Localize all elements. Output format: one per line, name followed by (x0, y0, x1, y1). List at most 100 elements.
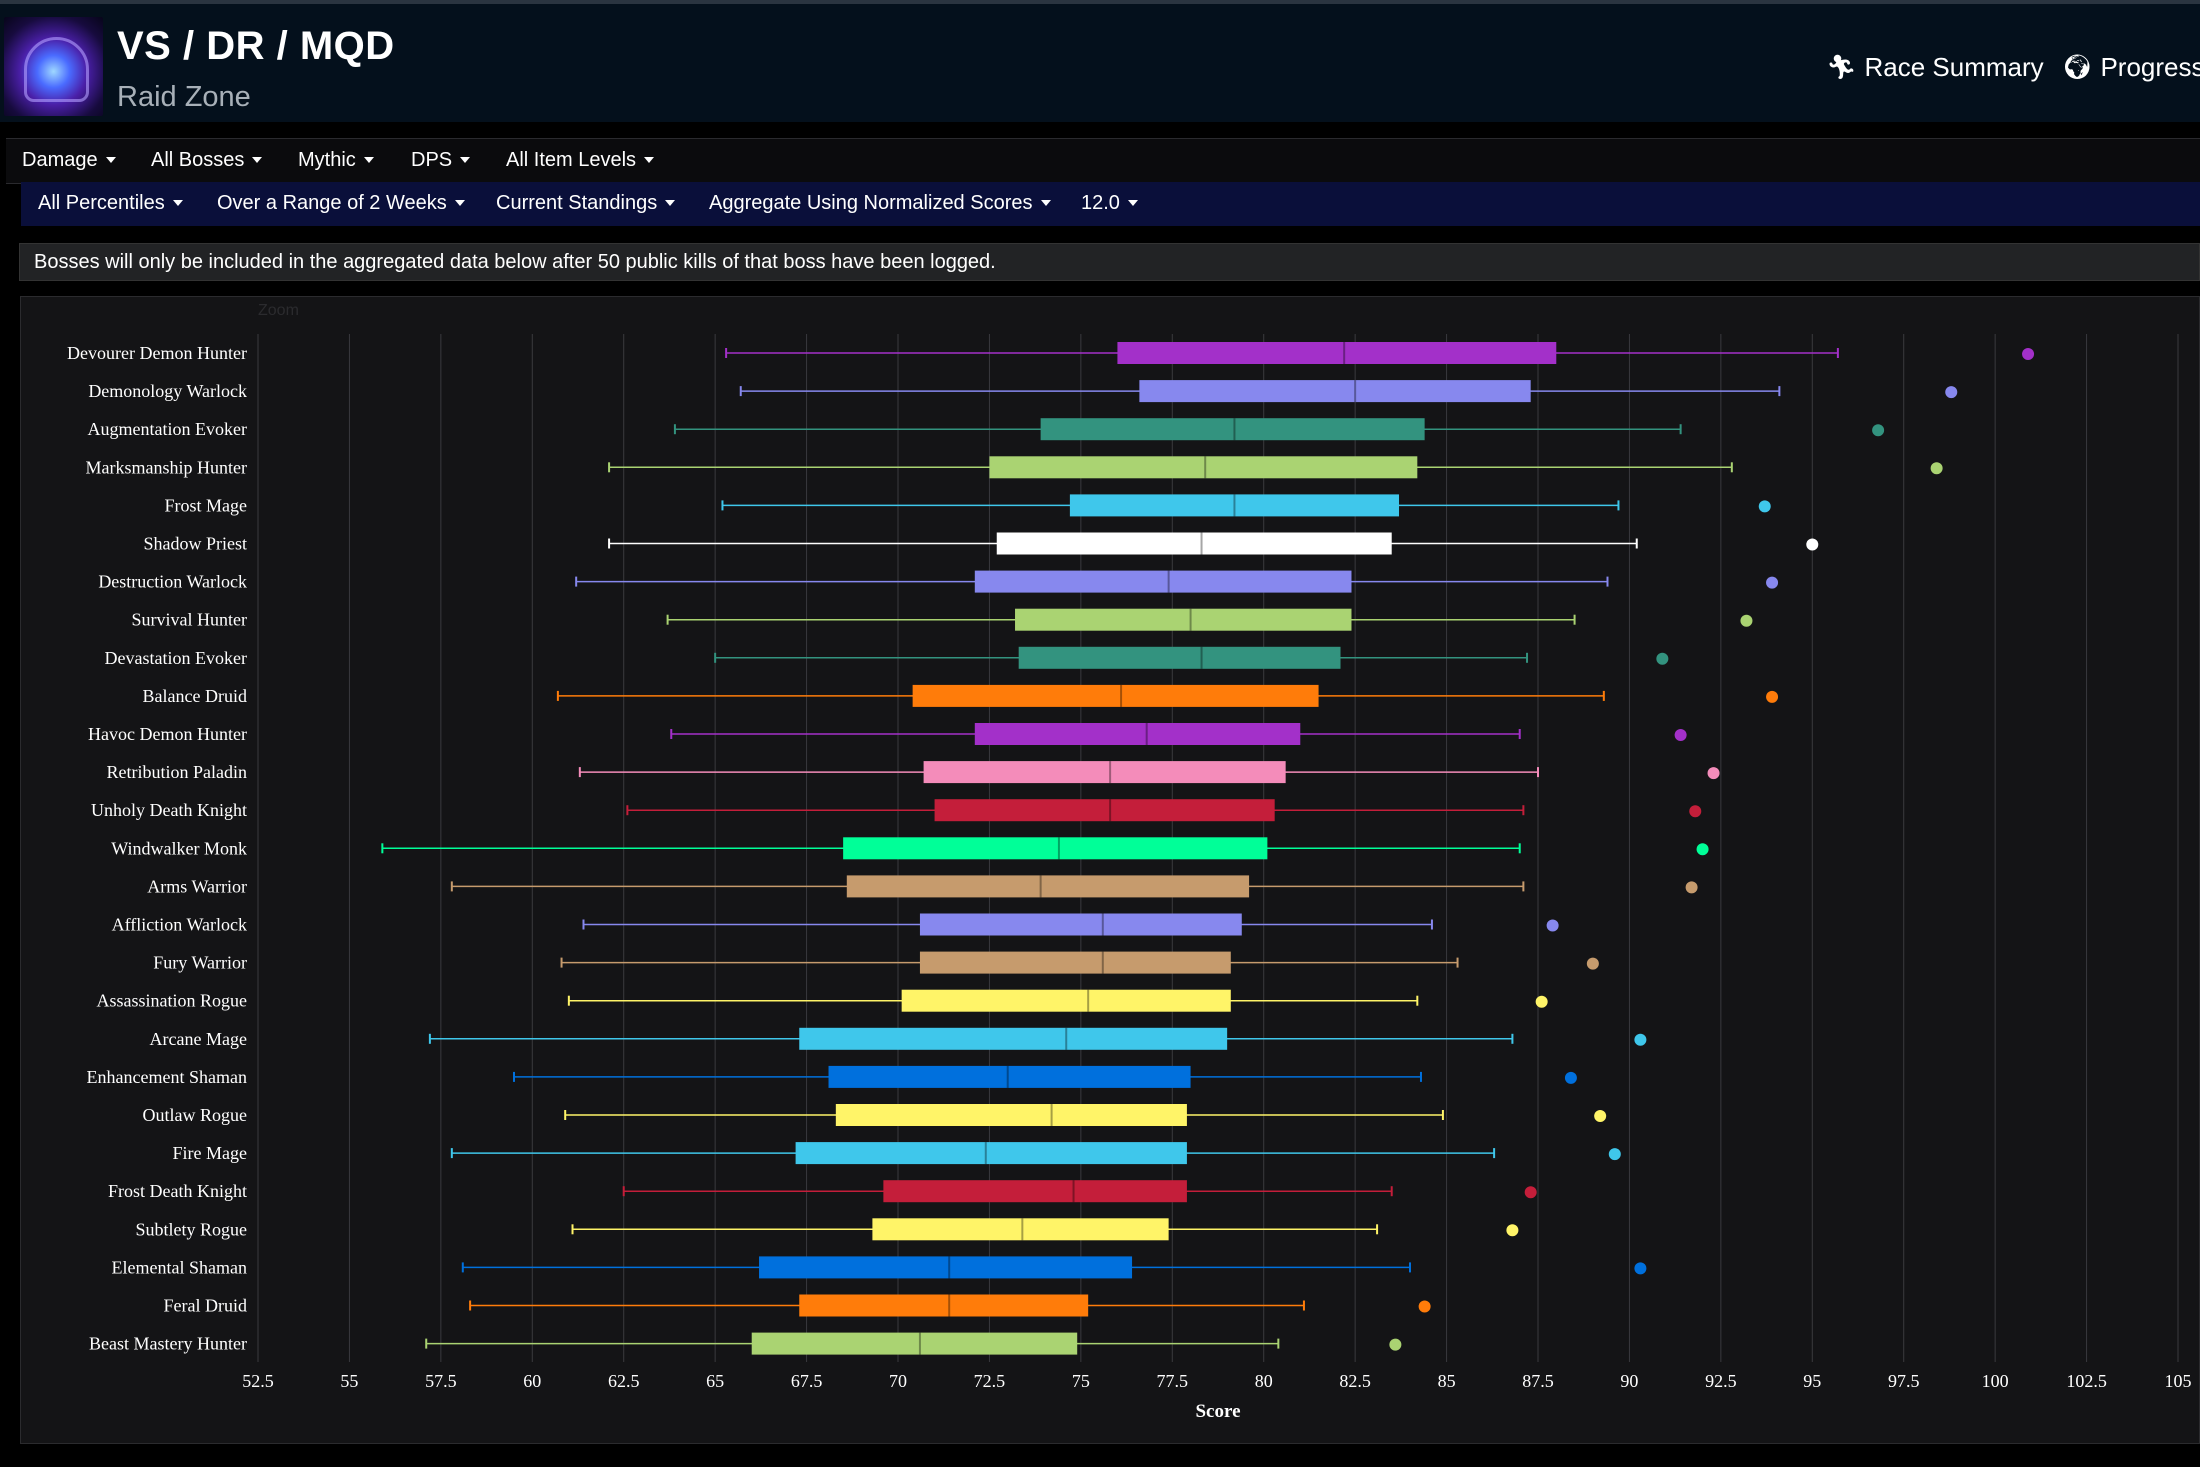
outlier-point (1758, 500, 1771, 513)
category-label: Demonology Warlock (88, 381, 247, 401)
time-range-dropdown[interactable]: Over a Range of 2 Weeks (217, 192, 465, 215)
category-label: Elemental Shaman (112, 1257, 247, 1277)
box (1040, 418, 1425, 441)
category-label: Subtlety Rogue (136, 1219, 248, 1239)
x-tick-label: 82.5 (1339, 1371, 1371, 1391)
chart-panel (20, 296, 2200, 1444)
outlier-point (1506, 1224, 1519, 1237)
filter-bar-primary: Damage All Bosses Mythic DPS All Item Le… (6, 138, 2200, 184)
box (1015, 608, 1352, 631)
globe-icon: 🌍︎ (2062, 54, 2093, 81)
x-tick-label: 62.5 (608, 1371, 640, 1391)
race-summary-link[interactable]: 🏃︎ Race Summary (1826, 52, 2044, 83)
x-tick-label: 75 (1072, 1371, 1090, 1391)
x-tick-label: 95 (1803, 1371, 1821, 1391)
category-label: Arcane Mage (150, 1029, 247, 1049)
zoom-label[interactable]: Zoom (258, 302, 299, 319)
difficulty-dropdown[interactable]: Mythic (298, 149, 374, 172)
outlier-point (1685, 881, 1698, 894)
category-label: Augmentation Evoker (88, 419, 247, 439)
x-tick-label: 67.5 (791, 1371, 823, 1391)
box (1117, 342, 1557, 364)
x-axis-title: Score (1195, 1401, 1240, 1422)
caret-down-icon (105, 157, 116, 163)
x-tick-label: 102.5 (2066, 1371, 2107, 1391)
box (883, 1180, 1187, 1203)
patch-dropdown[interactable]: 12.0 (1081, 192, 1138, 215)
box (996, 532, 1392, 555)
box (759, 1256, 1133, 1279)
category-label: Arms Warrior (147, 876, 247, 896)
notice-banner: Bosses will only be included in the aggr… (19, 243, 2200, 281)
box (799, 1294, 1089, 1317)
box (989, 456, 1418, 479)
category-label: Shadow Priest (144, 534, 248, 554)
box (795, 1142, 1187, 1165)
box (843, 837, 1268, 860)
outlier-point (1872, 424, 1885, 437)
caret-down-icon (1040, 200, 1051, 206)
page-title: VS / DR / MQD (117, 24, 395, 68)
box (1139, 380, 1531, 403)
box (799, 1027, 1228, 1050)
box (934, 799, 1275, 822)
outlier-point (1546, 919, 1559, 932)
race-summary-label: Race Summary (1864, 52, 2044, 82)
x-tick-label: 57.5 (425, 1371, 457, 1391)
category-label: Havoc Demon Hunter (88, 724, 247, 744)
outlier-point (1608, 1148, 1621, 1161)
x-tick-label: 60 (523, 1371, 541, 1391)
outlier-point (1634, 1033, 1647, 1046)
box (974, 570, 1352, 593)
x-tick-label: 55 (340, 1371, 358, 1391)
filter-bar-secondary: All Percentiles Over a Range of 2 Weeks … (21, 182, 2200, 226)
box (912, 684, 1319, 707)
progress-label: Progress (2100, 52, 2200, 82)
x-tick-label: 52.5 (242, 1371, 274, 1391)
category-label: Destruction Warlock (98, 572, 247, 592)
category-label: Frost Mage (165, 495, 248, 515)
caret-down-icon (460, 157, 471, 163)
progress-link[interactable]: 🌍︎ Progress (2062, 52, 2200, 83)
category-label: Fire Mage (173, 1143, 247, 1163)
standings-dropdown[interactable]: Current Standings (496, 192, 676, 215)
box (919, 913, 1242, 936)
box (901, 989, 1231, 1012)
category-label: Affliction Warlock (112, 915, 247, 935)
category-label: Assassination Rogue (97, 991, 248, 1011)
boss-dropdown[interactable]: All Bosses (151, 149, 263, 172)
box (1069, 494, 1400, 517)
role-dropdown[interactable]: DPS (411, 149, 471, 172)
outlier-point (1418, 1300, 1431, 1313)
box (835, 1104, 1187, 1126)
item-level-dropdown[interactable]: All Item Levels (506, 149, 655, 172)
category-label: Frost Death Knight (108, 1181, 247, 1201)
outlier-point (1594, 1110, 1607, 1122)
category-label: Retribution Paladin (107, 762, 247, 782)
metric-dropdown[interactable]: Damage (22, 149, 116, 172)
percentile-dropdown[interactable]: All Percentiles (38, 192, 183, 215)
caret-down-icon (644, 157, 655, 163)
x-tick-label: 65 (706, 1371, 724, 1391)
aggregation-dropdown[interactable]: Aggregate Using Normalized Scores (709, 192, 1051, 215)
x-tick-label: 92.5 (1705, 1371, 1737, 1391)
outlier-point (1766, 576, 1779, 589)
header: VS / DR / MQD Raid Zone 🏃︎ Race Summary … (0, 0, 2200, 122)
box (846, 875, 1250, 898)
x-tick-label: 80 (1255, 1371, 1273, 1391)
outlier-point (1766, 690, 1779, 703)
x-tick-label: 100 (1982, 1371, 2009, 1391)
outlier-point (2022, 348, 2035, 360)
outlier-point (1389, 1338, 1402, 1351)
category-label: Devastation Evoker (105, 648, 247, 668)
outlier-point (1524, 1186, 1537, 1199)
outlier-point (1564, 1071, 1577, 1084)
outlier-point (1945, 386, 1958, 399)
outlier-point (1634, 1262, 1647, 1275)
x-tick-label: 85 (1438, 1371, 1456, 1391)
box (974, 723, 1301, 745)
caret-down-icon (363, 157, 374, 163)
x-tick-label: 105 (2165, 1371, 2192, 1391)
category-label: Windwalker Monk (111, 838, 247, 858)
category-label: Beast Mastery Hunter (89, 1334, 247, 1354)
